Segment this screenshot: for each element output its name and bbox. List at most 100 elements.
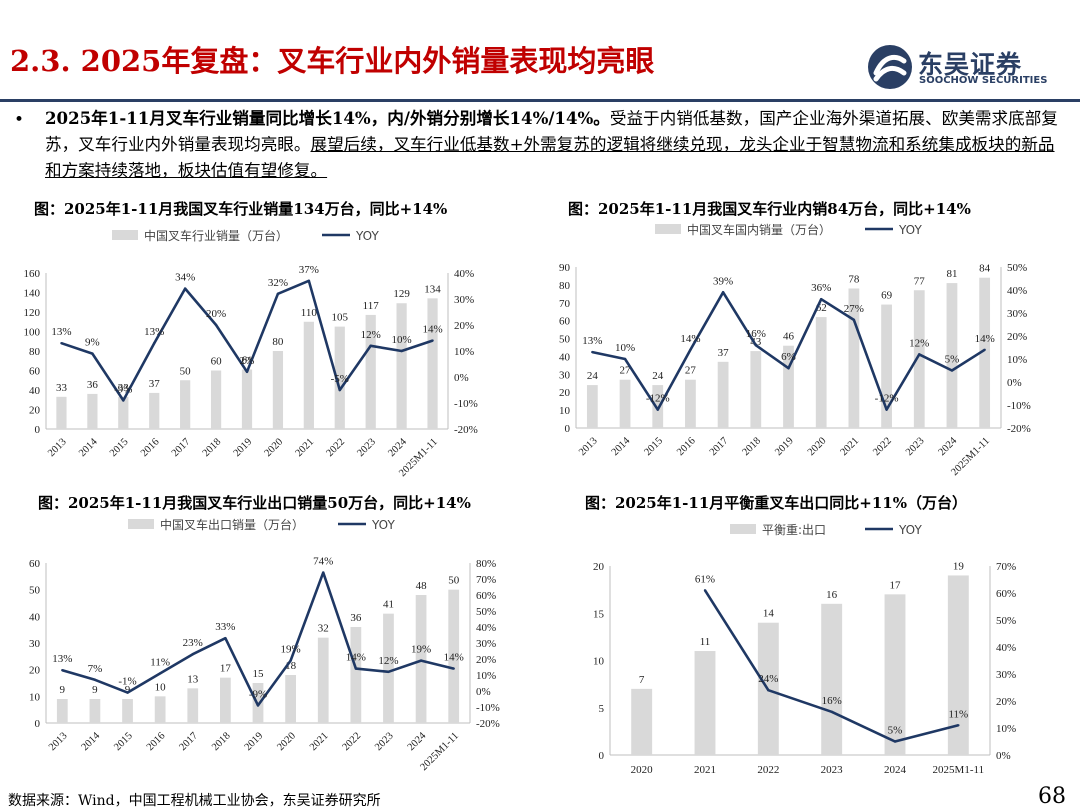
yoy-value-label: 36% — [811, 282, 831, 294]
bar-value-label: 27 — [620, 365, 632, 377]
x-tick-label: 2013 — [47, 731, 70, 754]
bar-value-label: 50 — [180, 365, 192, 377]
data-source-note: 数据来源：Wind，中国工程机械工业协会，东吴证券研究所 — [8, 793, 381, 809]
y2-tick-label: 70% — [996, 561, 1016, 573]
y-tick-label: 30 — [29, 638, 41, 650]
y2-tick-label: 30% — [454, 294, 474, 306]
x-tick-label: 2018 — [201, 437, 224, 460]
yoy-point — [245, 370, 249, 373]
bar-value-label: 62 — [816, 302, 827, 314]
yoy-value-label: 14% — [346, 652, 366, 664]
bar-value-label: 129 — [393, 288, 410, 300]
yoy-point — [983, 348, 986, 351]
yoy-point — [918, 353, 921, 356]
bar-value-label: 19 — [953, 560, 965, 572]
legend-swatch-bar — [112, 230, 138, 240]
x-tick-label: 2016 — [139, 437, 162, 460]
yoy-value-label: 9% — [85, 337, 100, 349]
bar — [317, 637, 329, 723]
yoy-value-label: 5% — [888, 725, 903, 737]
yoy-point — [721, 291, 725, 294]
x-tick-label: 2024 — [406, 730, 429, 753]
y2-tick-label: -10% — [454, 398, 478, 410]
yoy-point — [183, 287, 187, 290]
y2-tick-label: 10% — [476, 670, 496, 682]
y2-tick-label: 10% — [454, 346, 474, 358]
yoy-point — [91, 352, 94, 355]
yoy-value-label: 14% — [680, 333, 700, 345]
yoy-point — [623, 357, 627, 361]
bar-value-label: 37 — [718, 347, 730, 359]
page-title: 2.3. 2025年复盘：叉车行业内外销量表现均亮眼 — [10, 44, 655, 78]
yoy-value-label: 10% — [392, 334, 412, 346]
bar-value-label: 13 — [187, 673, 199, 685]
yoy-point — [214, 323, 218, 327]
y2-tick-label: 10% — [996, 723, 1016, 735]
header-divider — [0, 99, 1080, 102]
yoy-point — [452, 667, 455, 670]
bar — [334, 326, 345, 429]
bar — [946, 283, 958, 428]
y-tick-label: 0 — [599, 750, 605, 762]
yoy-value-label: 16% — [746, 328, 766, 340]
yoy-value-label: -9% — [249, 688, 267, 700]
y2-tick-label: 50% — [996, 615, 1016, 627]
chart-title-total-sales: 图：2025年1-11月我国叉车行业销量134万台，同比+14% — [34, 200, 448, 218]
yoy-point — [957, 724, 960, 727]
chart-0: 0 20 40 60 80 100 120 140 160 -20% -10% 0% 10% 20% 30%… — [24, 228, 478, 479]
legend-swatch-bar — [128, 519, 154, 529]
bar — [884, 594, 906, 755]
x-tick-label: 2023 — [904, 436, 927, 459]
yoy-point — [852, 318, 856, 322]
yoy-point — [93, 678, 97, 681]
y-tick-label: 70 — [559, 298, 571, 310]
chart-title-export-sales: 图：2025年1-11月我国叉车行业出口销量50万台，同比+14% — [38, 494, 471, 512]
yoy-value-label: 13% — [144, 326, 164, 338]
bar-value-label: 32 — [318, 623, 329, 635]
x-tick-label: 2022 — [341, 731, 364, 754]
bar — [365, 314, 376, 429]
bar — [848, 288, 860, 428]
y2-tick-label: 40% — [476, 622, 496, 634]
x-tick-label: 2014 — [77, 436, 100, 459]
y-tick-label: 15 — [593, 608, 605, 620]
x-tick-label: 2025M1-11 — [933, 764, 985, 776]
bar-value-label: 43 — [750, 336, 762, 348]
yoy-point — [703, 589, 707, 592]
yoy-point — [126, 691, 129, 694]
bar-value-label: 81 — [946, 268, 957, 280]
logo: 东吴证券 SOOCHOW SECURITIES — [866, 43, 1066, 91]
bar-value-label: 17 — [890, 579, 902, 591]
y-tick-label: 40 — [29, 611, 41, 623]
yoy-value-label: -9% — [114, 383, 132, 395]
y-tick-label: 40 — [29, 385, 41, 397]
yoy-point — [61, 669, 64, 672]
yoy-value-label: 74% — [313, 556, 333, 568]
yoy-value-label: 33% — [215, 621, 235, 633]
yoy-point — [591, 350, 594, 354]
x-tick-label: 2017 — [708, 436, 731, 459]
bar-value-label: 14 — [763, 608, 775, 620]
yoy-value-label: 14% — [422, 324, 442, 336]
y2-tick-label: 20% — [454, 320, 474, 332]
bar-value-label: 110 — [301, 307, 318, 319]
x-tick-label: 2023 — [821, 764, 844, 776]
bar — [87, 393, 98, 429]
x-tick-label: 2014 — [80, 730, 103, 753]
bar-value-label: 17 — [220, 663, 232, 675]
bar — [272, 351, 284, 429]
bar-value-label: 77 — [914, 275, 926, 287]
x-tick-label: 2024 — [937, 435, 960, 458]
yoy-value-label: 7% — [88, 663, 103, 675]
bar-value-label: 18 — [285, 660, 297, 672]
chart-3: 0 5 10 15 20 0% 10% 20% 30% 40% 50% 60% 70% 7 11 14 16 17… — [593, 523, 1016, 776]
yoy-point — [307, 279, 311, 282]
y-tick-label: 30 — [559, 369, 571, 381]
x-tick-label: 2022 — [324, 437, 347, 460]
x-tick-label: 2013 — [46, 437, 69, 460]
y2-tick-label: 0% — [996, 750, 1011, 762]
x-tick-label: 2018 — [210, 731, 233, 754]
bar — [750, 351, 762, 428]
y2-tick-label: 70% — [476, 574, 496, 586]
